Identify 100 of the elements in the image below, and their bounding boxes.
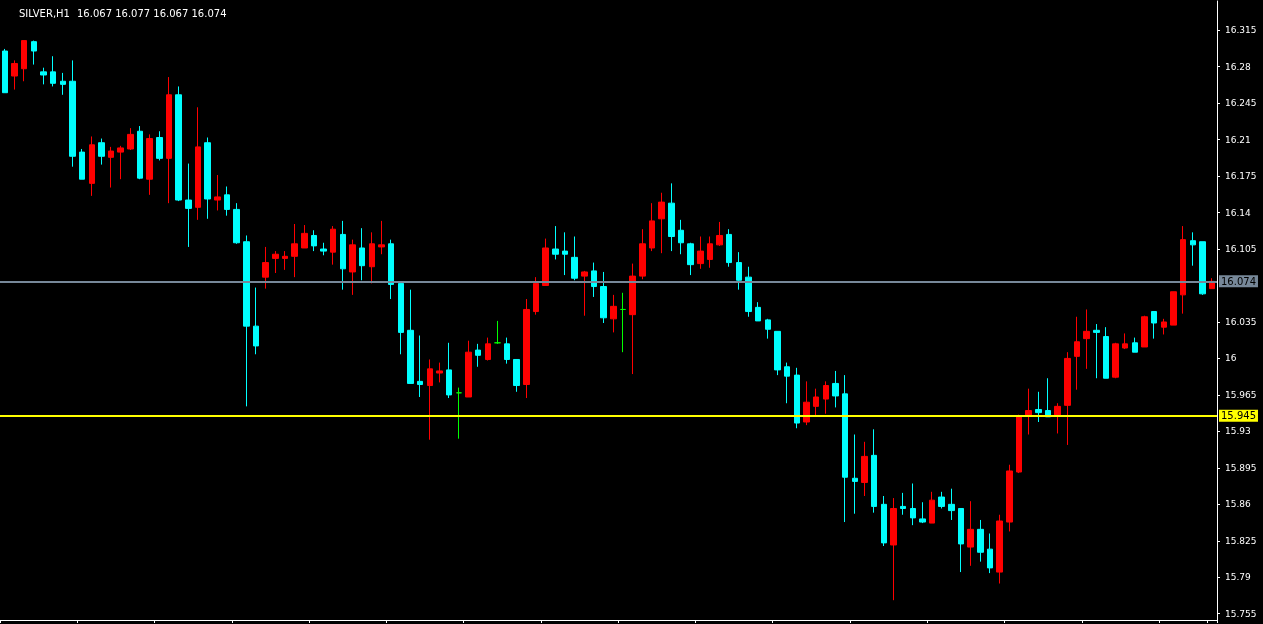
y-tick-label: 15.755 bbox=[1225, 608, 1257, 619]
candlestick bbox=[716, 221, 723, 247]
candlestick bbox=[707, 236, 713, 269]
candlestick bbox=[60, 72, 66, 96]
candlestick bbox=[359, 227, 365, 281]
candlestick bbox=[871, 428, 877, 514]
candlestick bbox=[1161, 318, 1167, 335]
candlestick bbox=[1016, 414, 1022, 474]
candlestick bbox=[185, 163, 192, 248]
candlestick bbox=[533, 276, 539, 316]
candlestick bbox=[456, 387, 462, 440]
candlestick bbox=[233, 202, 240, 245]
candlestick bbox=[40, 67, 47, 85]
text: SILVER,H1 bbox=[19, 7, 70, 19]
candlestick bbox=[11, 59, 18, 91]
y-tick-label: 16 bbox=[1225, 353, 1237, 364]
candlestick bbox=[108, 146, 114, 189]
candlestick bbox=[1035, 391, 1042, 423]
text: 16.067 16.077 16.067 16.074 bbox=[77, 7, 227, 19]
candlestick bbox=[938, 491, 945, 509]
y-tick-label: 16.245 bbox=[1225, 98, 1257, 109]
candlestick bbox=[427, 358, 433, 441]
y-tick-label: 15.895 bbox=[1225, 462, 1257, 473]
candlestick bbox=[765, 318, 771, 340]
candlestick bbox=[1064, 351, 1071, 446]
candlestick bbox=[629, 263, 636, 375]
candlestick bbox=[2, 48, 8, 94]
candlestick bbox=[320, 242, 327, 256]
candlestick bbox=[1006, 464, 1013, 532]
y-tick-label: 15.79 bbox=[1225, 572, 1252, 583]
candlestick bbox=[890, 497, 897, 601]
candlestick bbox=[127, 127, 134, 151]
candlestick bbox=[330, 225, 336, 266]
candlestick bbox=[910, 482, 916, 526]
candlestick bbox=[658, 192, 665, 254]
candlestick bbox=[649, 202, 655, 252]
y-tick-label: 16.175 bbox=[1225, 171, 1257, 182]
y-tick-label: 15.965 bbox=[1225, 389, 1257, 400]
candlestick bbox=[842, 374, 848, 523]
candlestick bbox=[291, 223, 298, 278]
candlestick bbox=[1170, 291, 1177, 326]
candlestick bbox=[485, 337, 491, 362]
candlestick bbox=[214, 174, 221, 211]
candlestick bbox=[697, 236, 704, 270]
y-tick-label: 16.21 bbox=[1225, 134, 1251, 145]
candlestick bbox=[881, 495, 887, 547]
candlestick bbox=[687, 242, 694, 276]
candlestick bbox=[678, 219, 684, 255]
candlestick bbox=[349, 239, 356, 296]
candlestick bbox=[542, 238, 549, 286]
candlestick bbox=[813, 388, 819, 418]
candlestick bbox=[146, 133, 153, 196]
candlestick bbox=[1141, 315, 1148, 348]
candlestick bbox=[311, 229, 317, 252]
y-tick-label: 16.315 bbox=[1225, 25, 1257, 36]
candlestick bbox=[494, 320, 501, 345]
candlestick bbox=[253, 287, 259, 355]
candlestick bbox=[340, 220, 346, 291]
candlestick bbox=[369, 231, 375, 284]
candlestick bbox=[832, 370, 839, 408]
candlestick bbox=[784, 362, 790, 404]
candlestick bbox=[50, 55, 56, 87]
candlestick bbox=[620, 292, 626, 353]
candlestick bbox=[774, 330, 781, 376]
y-tick-label: 15.825 bbox=[1225, 535, 1257, 546]
candlestick bbox=[282, 250, 288, 271]
candlestick bbox=[1074, 316, 1080, 391]
candlestick bbox=[1025, 388, 1032, 436]
candlestick bbox=[639, 228, 646, 280]
candlestick bbox=[175, 85, 182, 202]
candlestick bbox=[996, 514, 1003, 585]
candlestick bbox=[1054, 402, 1061, 434]
candlestick bbox=[1103, 326, 1109, 379]
candlestick bbox=[98, 138, 105, 166]
candlestick bbox=[823, 380, 829, 415]
candlestick bbox=[156, 130, 163, 161]
candlestick bbox=[745, 266, 752, 318]
y-tick-label: 15.86 bbox=[1225, 499, 1252, 510]
candlestick bbox=[987, 533, 993, 574]
candlestick bbox=[852, 434, 858, 515]
y-tick-label: 15.93 bbox=[1225, 426, 1251, 437]
candlestick bbox=[900, 492, 906, 516]
candlestick bbox=[262, 246, 269, 290]
candlestick bbox=[79, 148, 85, 180]
candlestick bbox=[21, 40, 27, 82]
candlestick bbox=[117, 145, 124, 180]
candlestick bbox=[1151, 311, 1157, 340]
candlestick bbox=[1190, 231, 1196, 267]
candlestick bbox=[581, 270, 588, 317]
candlestick bbox=[958, 508, 964, 573]
candlestick bbox=[1083, 308, 1090, 370]
ref-line-label: 16.074 bbox=[1221, 275, 1256, 287]
candlestick bbox=[301, 224, 308, 249]
candlestick bbox=[552, 225, 559, 260]
candlestick bbox=[31, 40, 37, 66]
candlestick bbox=[504, 337, 510, 365]
candlestick bbox=[195, 106, 201, 221]
candlestick bbox=[1112, 342, 1119, 379]
candlestick bbox=[861, 441, 868, 497]
candlestick bbox=[726, 228, 732, 268]
